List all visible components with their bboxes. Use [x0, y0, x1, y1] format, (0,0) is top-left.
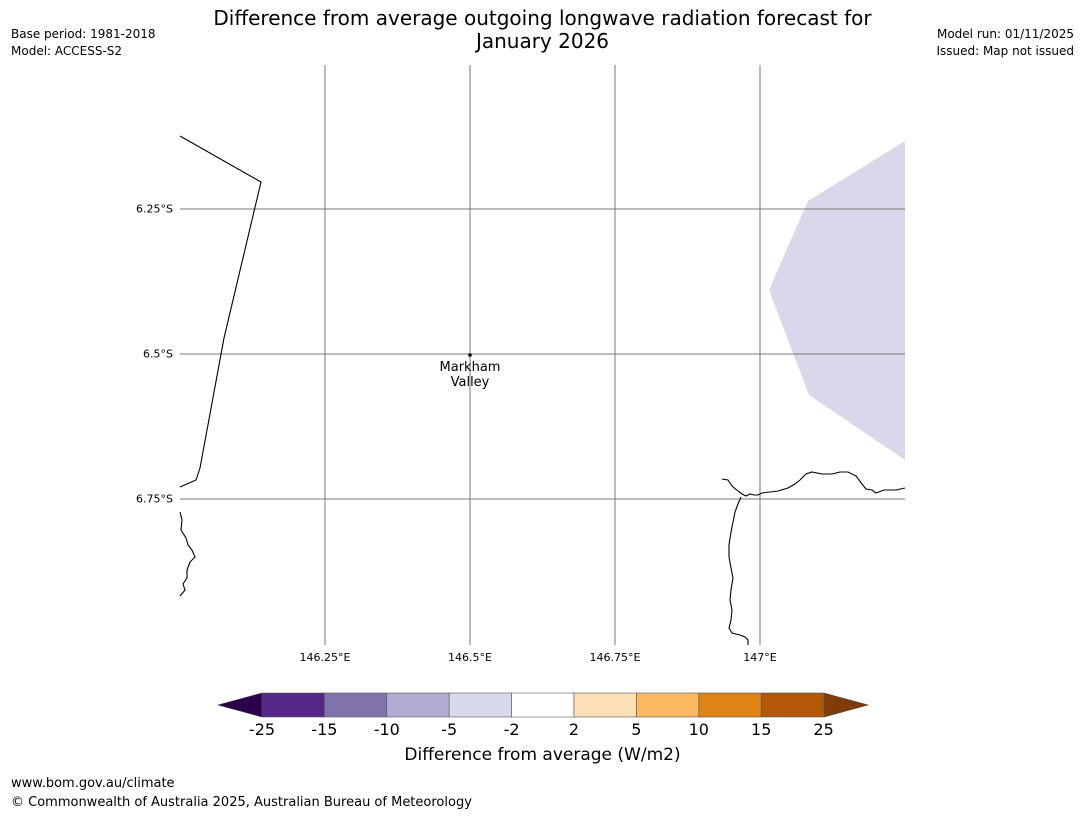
- base-period-text: Base period: 1981-2018: [11, 27, 156, 41]
- colorbar-tick-label: 5: [631, 720, 642, 739]
- colorbar-tick-label: -25: [248, 720, 276, 739]
- colorbar-over-arrow: [823, 692, 870, 718]
- lon-label-146-5: 146.5°E: [448, 651, 492, 664]
- colorbar-bin-3: [386, 692, 450, 718]
- meta-left: Base period: 1981-2018 Model: ACCESS-S2: [11, 26, 156, 60]
- map-gridlines: [180, 65, 905, 645]
- lon-label-146-25: 146.25°E: [299, 651, 351, 664]
- lat-label-6-75: 6.75°S: [136, 492, 173, 506]
- colorbar-bin-2: [324, 692, 388, 718]
- colorbar-bin-7: [636, 692, 700, 718]
- markham-valley-marker: [468, 353, 472, 357]
- colorbar-tick-label: 15: [751, 720, 772, 739]
- lon-label-146-75: 146.75°E: [589, 651, 641, 664]
- map-title-line2: January 2026: [475, 29, 610, 53]
- colorbar-bin-9: [760, 692, 825, 718]
- colorbar-bin-5: [511, 692, 575, 718]
- place-name-line1: Markham: [439, 360, 501, 375]
- meta-right: Model run: 01/11/2025 Issued: Map not is…: [936, 26, 1074, 60]
- colorbar-bin-6: [573, 692, 637, 718]
- colorbar-tick-label: -2: [503, 720, 520, 739]
- map-title-line1: Difference from average outgoing longwav…: [213, 6, 872, 30]
- colorbar-title: Difference from average (W/m2): [404, 745, 681, 765]
- colorbar-tick-label: -10: [373, 720, 400, 739]
- colorbar: [216, 692, 870, 718]
- anomaly-region: [769, 141, 905, 460]
- west-coastline: [179, 511, 196, 597]
- lat-label-6-5: 6.5°S: [143, 347, 173, 361]
- coastlines: [179, 135, 906, 645]
- colorbar-tick-label: 2: [568, 720, 580, 739]
- place-label-markham-valley: Markham Valley: [420, 360, 520, 390]
- colorbar-tick-label: -15: [311, 720, 338, 739]
- model-text: Model: ACCESS-S2: [11, 44, 123, 58]
- issued-text: Issued: Map not issued: [936, 44, 1074, 58]
- province-boundary: [179, 135, 262, 488]
- colorbar-bin-4: [448, 692, 512, 718]
- river-line: [728, 496, 749, 645]
- model-run-text: Model run: 01/11/2025: [936, 27, 1074, 41]
- colorbar-bin-8: [698, 692, 762, 718]
- colorbar-tick-label: -5: [441, 720, 458, 739]
- lat-label-6-25: 6.25°S: [136, 202, 173, 216]
- footer-url: www.bom.gov.au/climate: [11, 776, 175, 791]
- colorbar-tick-label: 10: [688, 720, 709, 739]
- colorbar-bin-1: [261, 692, 325, 718]
- colorbar-under-arrow: [216, 692, 263, 718]
- footer-copyright: © Commonwealth of Australia 2025, Austra…: [11, 795, 472, 810]
- place-name-line2: Valley: [450, 375, 490, 390]
- map-title: Difference from average outgoing longwav…: [0, 7, 1085, 53]
- east-coastline: [721, 471, 906, 497]
- colorbar-tick-label: 25: [813, 720, 834, 739]
- lon-label-147: 147°E: [743, 651, 777, 664]
